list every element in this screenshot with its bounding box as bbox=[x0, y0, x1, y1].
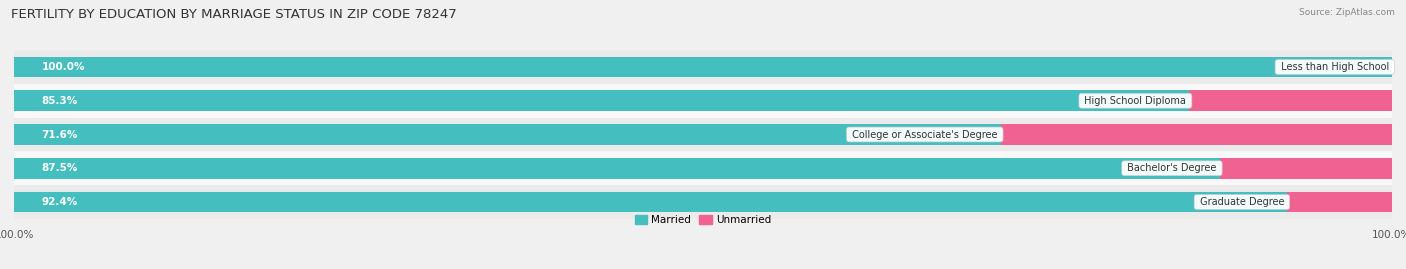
Bar bbox=[14, 151, 1392, 185]
Bar bbox=[1189, 90, 1392, 111]
Text: High School Diploma: High School Diploma bbox=[1081, 96, 1189, 106]
Bar bbox=[1001, 124, 1393, 145]
Bar bbox=[1288, 192, 1392, 213]
Text: Less than High School: Less than High School bbox=[1278, 62, 1392, 72]
Text: Graduate Degree: Graduate Degree bbox=[1197, 197, 1288, 207]
Bar bbox=[1220, 158, 1392, 179]
Text: 71.6%: 71.6% bbox=[42, 129, 77, 140]
Bar bbox=[14, 90, 1189, 111]
Text: Source: ZipAtlas.com: Source: ZipAtlas.com bbox=[1299, 8, 1395, 17]
Bar bbox=[14, 50, 1392, 84]
Text: 85.3%: 85.3% bbox=[42, 96, 77, 106]
Text: Bachelor's Degree: Bachelor's Degree bbox=[1125, 163, 1220, 173]
Bar bbox=[14, 185, 1392, 219]
Bar bbox=[14, 56, 1392, 77]
Bar bbox=[14, 124, 1001, 145]
Bar bbox=[14, 158, 1220, 179]
Bar bbox=[14, 84, 1392, 118]
Text: FERTILITY BY EDUCATION BY MARRIAGE STATUS IN ZIP CODE 78247: FERTILITY BY EDUCATION BY MARRIAGE STATU… bbox=[11, 8, 457, 21]
Bar bbox=[14, 192, 1288, 213]
Text: 87.5%: 87.5% bbox=[42, 163, 77, 173]
Bar bbox=[14, 118, 1392, 151]
Text: 100.0%: 100.0% bbox=[42, 62, 86, 72]
Legend: Married, Unmarried: Married, Unmarried bbox=[630, 211, 776, 229]
Text: College or Associate's Degree: College or Associate's Degree bbox=[849, 129, 1001, 140]
Text: 92.4%: 92.4% bbox=[42, 197, 77, 207]
